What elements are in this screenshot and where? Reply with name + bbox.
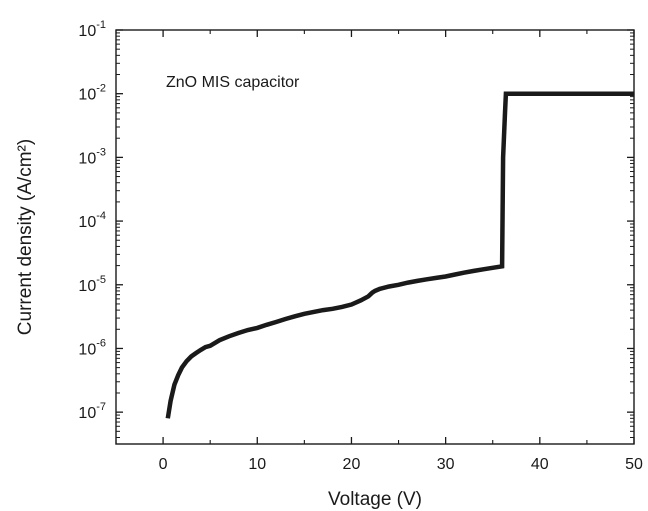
y-tick-label: 10-4 xyxy=(78,210,106,231)
series-layer xyxy=(165,91,634,419)
y-tick-exponent: -3 xyxy=(96,146,106,158)
x-axis-label: Voltage (V) xyxy=(328,489,422,510)
y-tick-base: 10 xyxy=(78,405,96,422)
y-tick-label: 10-6 xyxy=(78,337,106,358)
y-tick-label: 10-1 xyxy=(78,19,106,40)
y-axis-label: Current density (A/cm²) xyxy=(15,139,36,335)
chart-annotation: ZnO MIS capacitor xyxy=(166,74,300,91)
y-tick-base: 10 xyxy=(78,87,96,104)
y-tick-exponent: -4 xyxy=(96,210,106,222)
x-axis-ticks: 0 10 20 30 40 50 xyxy=(115,30,643,473)
y-tick-base: 10 xyxy=(78,150,96,167)
y-tick-exponent: -5 xyxy=(96,274,106,286)
y-tick-label: 10-2 xyxy=(78,83,106,104)
x-tick-label: 10 xyxy=(248,456,266,473)
y-tick-label: 10-7 xyxy=(78,401,106,422)
y-tick-exponent: -7 xyxy=(96,401,106,413)
y-tick-exponent: -6 xyxy=(96,337,106,349)
y-tick-base: 10 xyxy=(78,278,96,295)
x-tick-label: 0 xyxy=(159,456,168,473)
y-axis-ticks: 10-110-210-310-410-510-610-7 xyxy=(78,19,634,438)
y-tick-base: 10 xyxy=(78,23,96,40)
x-tick-label: 50 xyxy=(625,456,643,473)
y-tick-label: 10-3 xyxy=(78,146,106,167)
x-tick-label: 40 xyxy=(531,456,549,473)
y-tick-exponent: -2 xyxy=(96,83,106,95)
x-tick-label: 20 xyxy=(343,456,361,473)
y-tick-base: 10 xyxy=(78,214,96,231)
y-tick-label: 10-5 xyxy=(78,274,106,295)
series-line-current-density xyxy=(165,91,634,419)
y-tick-base: 10 xyxy=(78,341,96,358)
plot-frame xyxy=(115,29,635,445)
x-tick-label: 30 xyxy=(437,456,455,473)
y-tick-exponent: -1 xyxy=(96,19,106,31)
